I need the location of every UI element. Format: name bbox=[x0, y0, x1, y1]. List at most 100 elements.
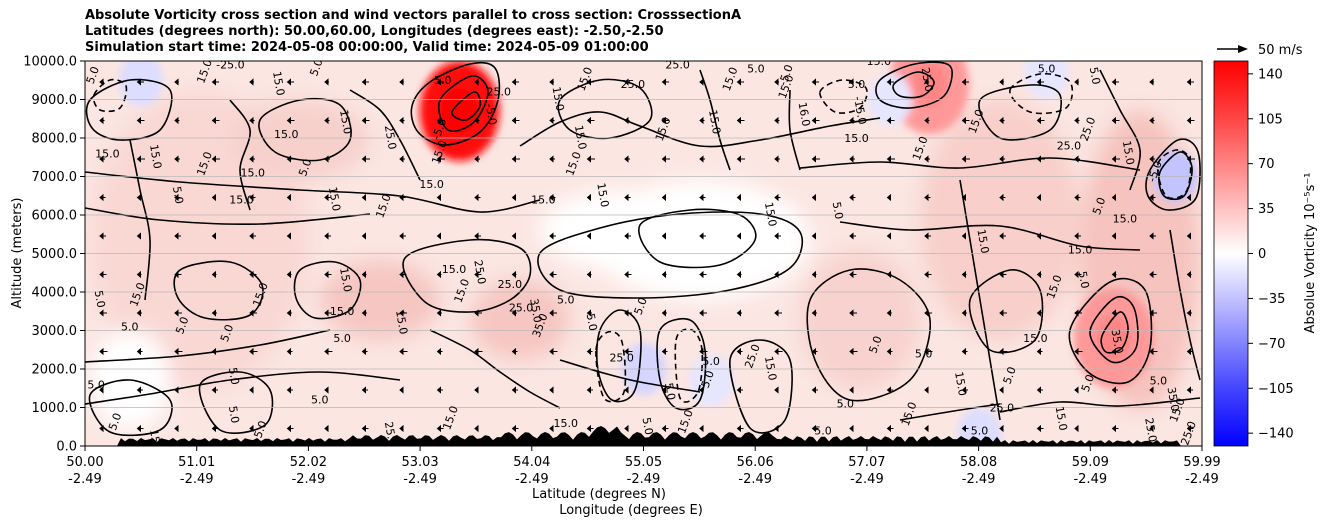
negative-contour-line bbox=[674, 328, 704, 403]
wind-vector bbox=[736, 232, 741, 240]
wind-vector bbox=[924, 347, 933, 356]
wind-vector bbox=[1111, 309, 1117, 317]
wind-vector bbox=[549, 270, 557, 279]
wind-vector bbox=[1036, 309, 1042, 317]
contour-label: 5.0 bbox=[557, 294, 575, 307]
wind-vector bbox=[736, 270, 742, 279]
wind-vector bbox=[999, 386, 1004, 394]
wind-vector bbox=[1186, 424, 1194, 433]
x-tick-label-longitude: -2.49 bbox=[627, 472, 661, 487]
wind-vector bbox=[624, 309, 632, 317]
contour-label: 5.0 bbox=[702, 355, 720, 368]
wind-vector bbox=[886, 309, 892, 317]
wind-vector bbox=[136, 309, 142, 317]
negative-contour-line bbox=[92, 78, 128, 113]
contour-line bbox=[293, 260, 362, 320]
contour-label: 5.0 bbox=[434, 74, 452, 87]
wind-vectors bbox=[99, 78, 1195, 433]
wind-vector bbox=[99, 116, 105, 125]
horizontal-gridlines bbox=[85, 61, 1202, 446]
wind-vector bbox=[774, 347, 783, 356]
plot-area: 5.0 15.0 15.0 15.0 -25.0 15.0 5.0 15.0 15.0 5.0 15… bbox=[84, 61, 1202, 446]
contour-label: 25.0 bbox=[498, 278, 523, 291]
contour-label: 15.0 bbox=[393, 309, 410, 335]
wind-vector bbox=[886, 386, 893, 394]
contour-label: 25.0 bbox=[1057, 140, 1082, 153]
contour-label: 15.0 bbox=[554, 417, 579, 430]
contour-label: 15.0 bbox=[952, 371, 969, 397]
wind-vector bbox=[586, 270, 592, 279]
wind-vector bbox=[961, 347, 968, 356]
contour-label: 15.0 bbox=[1068, 244, 1093, 257]
wind-vector bbox=[99, 155, 105, 163]
y-axis: 0.0 1000.0 2000.0 3000.0 4000.0 5000.0 6000.0 7… bbox=[23, 55, 85, 455]
wind-vector bbox=[1074, 78, 1079, 86]
wind-vector bbox=[699, 386, 704, 394]
y-tick-label: 3000.0 bbox=[32, 324, 78, 339]
contour-label: 15.0 bbox=[531, 193, 556, 206]
wind-vector bbox=[1149, 193, 1156, 202]
wind-vector bbox=[99, 309, 107, 317]
colorbar bbox=[1213, 60, 1249, 447]
wind-vector bbox=[474, 116, 480, 125]
wind-vector bbox=[886, 424, 894, 433]
wind-vector bbox=[1074, 232, 1081, 240]
wind-vector bbox=[961, 270, 967, 279]
wind-vector bbox=[286, 386, 293, 394]
wind-vector bbox=[1111, 347, 1118, 356]
wind-vector bbox=[511, 347, 518, 356]
wind-vector bbox=[961, 386, 968, 394]
wind-vector bbox=[961, 155, 970, 163]
contour-line bbox=[892, 71, 935, 99]
wind-vector bbox=[1074, 116, 1080, 125]
wind-vector bbox=[324, 424, 329, 433]
wind-vector bbox=[286, 193, 291, 202]
wind-vector bbox=[699, 424, 704, 433]
wind-vector bbox=[1111, 270, 1117, 279]
contour-label: 15.0 bbox=[442, 263, 467, 276]
wind-vector bbox=[1074, 386, 1079, 394]
chart-title-line-2: Latitudes (degrees north): 50.00,60.00, … bbox=[85, 24, 664, 39]
contour-label: 5.0 bbox=[87, 378, 105, 391]
wind-vector bbox=[324, 78, 329, 86]
wind-vector bbox=[549, 78, 554, 86]
wind-vector bbox=[811, 155, 820, 163]
wind-vector bbox=[1149, 78, 1154, 86]
wind-vector bbox=[1149, 155, 1155, 163]
contour-line bbox=[978, 84, 1063, 141]
wind-vector bbox=[511, 193, 516, 202]
contour-label: 5.0 bbox=[84, 65, 102, 86]
contour-line bbox=[799, 157, 1141, 171]
y-tick-label: 10000.0 bbox=[23, 55, 77, 70]
wind-vector bbox=[399, 116, 405, 125]
contour-label: 15.0 bbox=[1023, 332, 1048, 345]
wind-vector bbox=[361, 232, 366, 240]
chart-title-line-3: Simulation start time: 2024-05-08 00:00:… bbox=[85, 40, 649, 55]
contour-label: 16.0 bbox=[796, 101, 813, 127]
wind-vector bbox=[1186, 116, 1195, 125]
wind-vector bbox=[474, 309, 482, 317]
contour-label: 5.0 bbox=[1079, 373, 1097, 394]
x-tick-label-latitude: 56.06 bbox=[737, 455, 774, 470]
y-tick-label: 2000.0 bbox=[32, 363, 78, 378]
contour-label: 15.0 bbox=[594, 182, 611, 208]
wind-vector bbox=[624, 386, 629, 394]
wind-vector bbox=[774, 155, 780, 163]
wind-vector bbox=[361, 193, 366, 202]
wind-vector bbox=[774, 386, 779, 394]
wind-vector bbox=[1036, 232, 1041, 240]
wind-vector bbox=[586, 347, 593, 356]
wind-vector bbox=[136, 270, 142, 279]
wind-vector bbox=[436, 386, 443, 394]
contour-line bbox=[129, 139, 151, 301]
wind-vector bbox=[174, 270, 182, 279]
contour-label: 5.0 bbox=[173, 315, 191, 336]
wind-vector bbox=[249, 386, 254, 394]
wind-vector bbox=[436, 78, 444, 86]
wind-vector bbox=[961, 193, 966, 202]
wind-vector bbox=[661, 424, 669, 433]
x-tick-label-longitude: -2.49 bbox=[180, 472, 214, 487]
wind-vector bbox=[249, 270, 257, 279]
wind-vector bbox=[511, 386, 518, 394]
wind-vector bbox=[136, 193, 141, 202]
